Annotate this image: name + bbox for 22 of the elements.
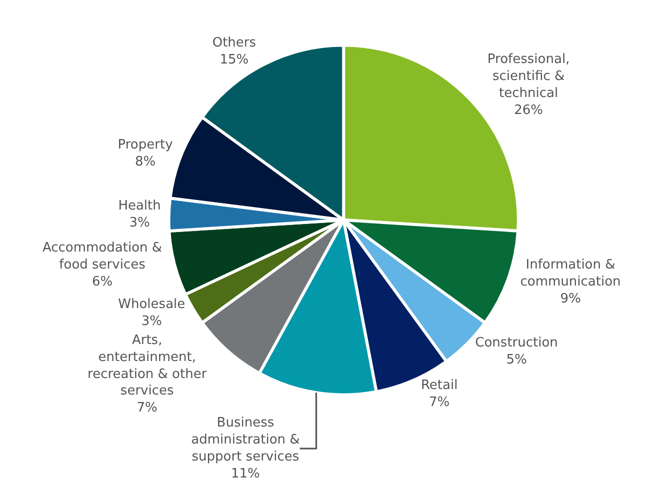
slice-label: Information & communication xyxy=(520,258,621,290)
data-label: 7% xyxy=(136,400,158,416)
data-label: 15% xyxy=(220,52,249,68)
data-label: 8% xyxy=(134,154,156,170)
data-label: 6% xyxy=(92,274,113,290)
slice-label: Wholesale xyxy=(118,297,186,312)
slice-label: Business administration & support services xyxy=(191,416,300,464)
slice-label: Property xyxy=(118,138,174,153)
slice-label: Health xyxy=(118,198,161,214)
slice-label: Others xyxy=(212,36,256,51)
data-label: 3% xyxy=(141,314,162,330)
slice-label: Construction xyxy=(475,336,558,351)
slice-label: Accommodation & food services xyxy=(42,240,162,272)
slice-label: Professional, scientific & technical xyxy=(487,52,570,101)
slice-label: Retail xyxy=(420,378,458,393)
data-label: 5% xyxy=(506,352,527,368)
data-label: 9% xyxy=(560,291,581,306)
data-label: 26% xyxy=(514,102,544,118)
data-label: 7% xyxy=(429,394,450,410)
data-label: 3% xyxy=(129,215,150,230)
slice-label: Arts, entertainment, recreation & other services xyxy=(88,333,208,399)
data-label: 11% xyxy=(231,466,260,482)
